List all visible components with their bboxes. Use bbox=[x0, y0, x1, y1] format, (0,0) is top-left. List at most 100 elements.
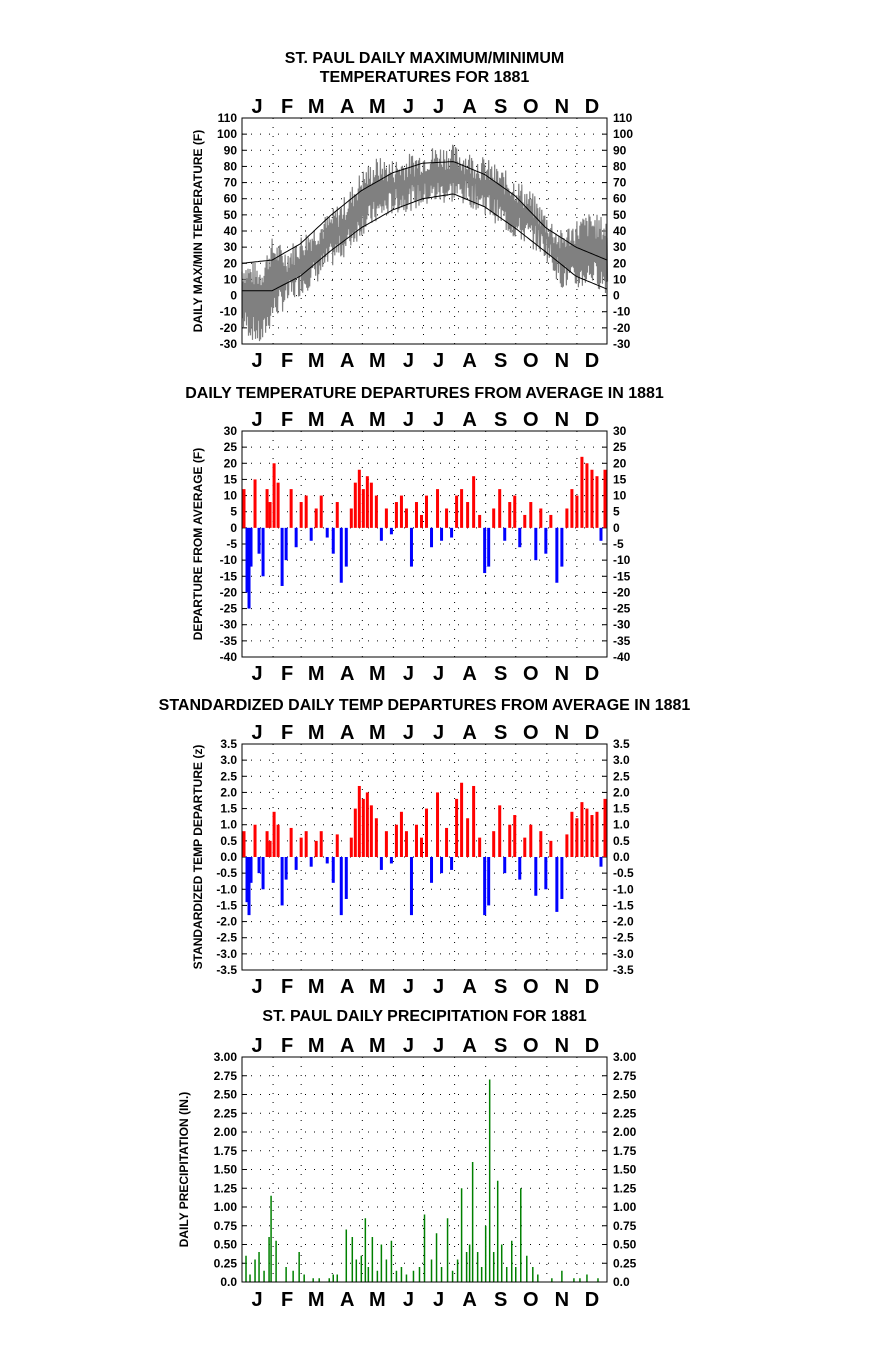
departure-bar-positive bbox=[299, 502, 303, 528]
y-tick-label-right: 100 bbox=[613, 127, 633, 141]
month-label-top: F bbox=[281, 1035, 293, 1057]
y-tick-label-left: 70 bbox=[224, 176, 238, 190]
month-label-bottom: D bbox=[585, 1289, 599, 1311]
y-tick-label-left: 0.25 bbox=[214, 1256, 238, 1270]
departure-bar-positive bbox=[590, 815, 594, 857]
y-tick-label-right: 0.0 bbox=[613, 850, 630, 864]
departure-bar-positive bbox=[565, 508, 569, 528]
y-tick-label-left: -20 bbox=[220, 321, 238, 335]
y-tick-label-right: 25 bbox=[613, 440, 627, 454]
month-label-top: J bbox=[251, 96, 262, 118]
series-normal-min bbox=[242, 193, 608, 292]
chart-title: TEMPERATURES FOR 1881 bbox=[320, 69, 530, 86]
month-label-top: A bbox=[340, 1035, 354, 1057]
y-tick-label-left: 110 bbox=[218, 111, 238, 125]
departure-bar-negative bbox=[555, 527, 559, 583]
y-tick-label-right: 80 bbox=[613, 159, 627, 173]
month-label-bottom: J bbox=[251, 663, 262, 685]
departure-bar-negative bbox=[544, 857, 548, 890]
precip-bar bbox=[355, 1259, 358, 1282]
y-tick-label-right: 70 bbox=[613, 176, 627, 190]
month-label-bottom: D bbox=[585, 976, 599, 998]
departure-bar-positive bbox=[268, 840, 272, 857]
month-label-top: M bbox=[308, 96, 325, 118]
precip-bar bbox=[551, 1278, 553, 1282]
month-label-bottom: D bbox=[585, 350, 599, 372]
precip-bar bbox=[254, 1259, 256, 1282]
y-tick-label-left: -15 bbox=[220, 569, 238, 583]
departure-bar-positive bbox=[603, 469, 607, 528]
y-tick-label-left: -0.5 bbox=[216, 866, 237, 880]
y-tick-label-right: -2.5 bbox=[613, 931, 634, 945]
departure-bar-negative bbox=[331, 527, 335, 554]
month-label-top: N bbox=[555, 1035, 569, 1057]
month-label-top: J bbox=[433, 409, 444, 431]
departure-bar-negative bbox=[245, 527, 249, 593]
departure-bar-positive bbox=[529, 502, 533, 528]
departure-bar-negative bbox=[389, 527, 393, 535]
month-label-bottom: M bbox=[369, 976, 386, 998]
departure-bar-negative bbox=[284, 527, 288, 561]
precip-bar bbox=[435, 1233, 438, 1282]
departure-bar-negative bbox=[325, 527, 329, 538]
precip-bar bbox=[376, 1270, 379, 1282]
departure-bar-positive bbox=[436, 792, 440, 857]
precip-bar bbox=[488, 1079, 491, 1282]
y-tick-label-left: -3.5 bbox=[216, 963, 237, 977]
month-label-bottom: J bbox=[251, 350, 262, 372]
precip-bar bbox=[480, 1267, 483, 1282]
plot-frame bbox=[241, 117, 608, 345]
month-label-top: N bbox=[555, 409, 569, 431]
y-tick-label-left: 3.00 bbox=[214, 1050, 238, 1064]
departure-bar-positive bbox=[319, 495, 323, 528]
month-label-bottom: J bbox=[433, 1289, 444, 1311]
y-tick-label-right: 0.0 bbox=[613, 1275, 630, 1289]
departure-bar-positive bbox=[570, 489, 574, 528]
precip-bar bbox=[275, 1240, 277, 1282]
departure-bar-positive bbox=[549, 514, 553, 528]
y-tick-label-left: 1.50 bbox=[214, 1163, 238, 1177]
departure-bar-negative bbox=[339, 527, 343, 583]
y-tick-label-right: 0.75 bbox=[613, 1219, 637, 1233]
precip-bar bbox=[400, 1267, 403, 1282]
departure-bar-negative bbox=[483, 857, 487, 916]
precip-bar bbox=[586, 1274, 588, 1282]
month-label-bottom: A bbox=[462, 1289, 476, 1311]
departure-bar-positive bbox=[369, 482, 373, 528]
month-label-top: J bbox=[403, 409, 414, 431]
departure-bar-positive bbox=[319, 831, 323, 857]
y-tick-label-right: -5 bbox=[613, 537, 624, 551]
plot-frame bbox=[241, 743, 608, 971]
y-tick-label-right: 3.5 bbox=[613, 737, 630, 751]
departure-bar-positive bbox=[539, 508, 543, 528]
precip-bar bbox=[367, 1267, 370, 1282]
precip-bar bbox=[465, 1252, 468, 1282]
departure-bar-positive bbox=[436, 489, 440, 528]
month-label-top: M bbox=[369, 1035, 386, 1057]
y-tick-label-right: 0.25 bbox=[613, 1256, 637, 1270]
departure-bar-positive bbox=[353, 482, 357, 528]
departure-bar-negative bbox=[534, 527, 538, 561]
precip-bar bbox=[440, 1267, 443, 1282]
departure-bar-negative bbox=[555, 857, 559, 912]
month-label-bottom: M bbox=[369, 1289, 386, 1311]
departure-bar-negative bbox=[280, 857, 284, 906]
departure-bar-negative bbox=[518, 857, 522, 880]
month-label-bottom: N bbox=[555, 663, 569, 685]
precip-bar bbox=[258, 1252, 260, 1282]
y-tick-label-right: 1.0 bbox=[613, 818, 630, 832]
precip-bar bbox=[597, 1278, 599, 1282]
departure-bar-positive bbox=[374, 818, 378, 857]
y-tick-label-left: -40 bbox=[220, 650, 238, 664]
y-axis-label: DAILY MAX/MIN TEMPERATURE (F) bbox=[191, 130, 205, 332]
precip-bar bbox=[285, 1267, 287, 1282]
departure-bar-positive bbox=[472, 476, 476, 528]
departure-bar-positive bbox=[335, 502, 339, 528]
departure-bar-negative bbox=[534, 857, 538, 896]
departure-bar-negative bbox=[409, 857, 413, 916]
departure-bar-positive bbox=[445, 827, 449, 857]
month-label-bottom: M bbox=[308, 1289, 325, 1311]
departure-bar-positive bbox=[492, 508, 496, 528]
month-label-bottom: A bbox=[340, 350, 354, 372]
month-label-top: N bbox=[555, 722, 569, 744]
